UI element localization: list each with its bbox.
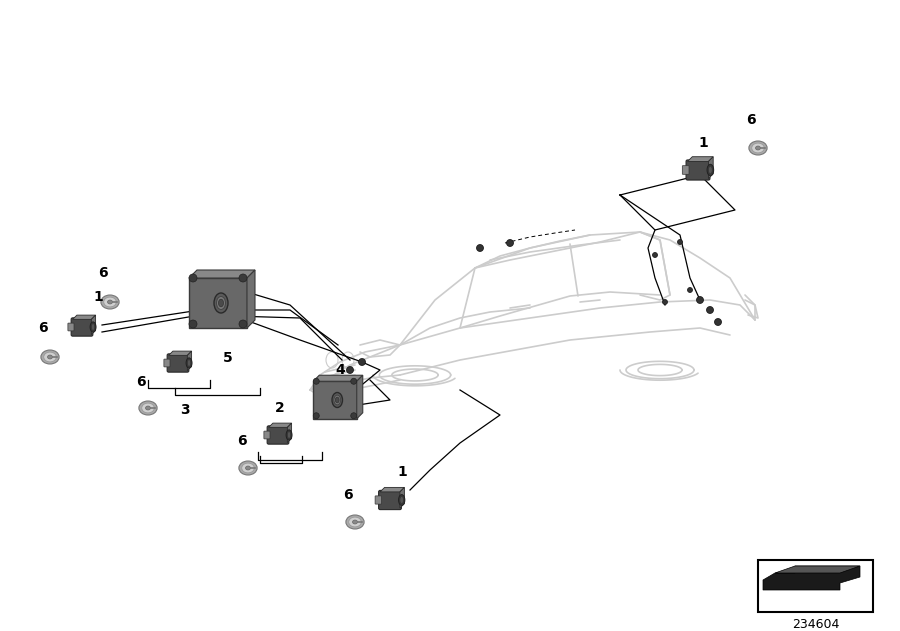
- Circle shape: [239, 274, 247, 282]
- Ellipse shape: [400, 497, 403, 504]
- Circle shape: [476, 244, 483, 252]
- Ellipse shape: [139, 401, 158, 415]
- Circle shape: [715, 319, 722, 326]
- Polygon shape: [380, 487, 404, 492]
- Polygon shape: [168, 351, 192, 355]
- Text: 6: 6: [38, 321, 48, 335]
- Polygon shape: [400, 487, 404, 508]
- Ellipse shape: [146, 406, 150, 410]
- FancyBboxPatch shape: [71, 318, 93, 336]
- Ellipse shape: [186, 358, 192, 368]
- Text: 6: 6: [238, 434, 247, 448]
- Polygon shape: [356, 375, 363, 419]
- Polygon shape: [287, 423, 292, 443]
- Polygon shape: [688, 156, 713, 162]
- Circle shape: [351, 378, 356, 384]
- Polygon shape: [763, 566, 860, 590]
- FancyBboxPatch shape: [264, 431, 270, 439]
- Text: 4: 4: [335, 363, 345, 377]
- Ellipse shape: [287, 432, 291, 439]
- Ellipse shape: [346, 515, 365, 529]
- Circle shape: [678, 240, 682, 244]
- Text: 234604: 234604: [792, 618, 839, 630]
- Text: 6: 6: [136, 375, 146, 389]
- Circle shape: [507, 240, 514, 247]
- Circle shape: [189, 274, 197, 282]
- Ellipse shape: [399, 495, 405, 505]
- Circle shape: [189, 320, 197, 328]
- Bar: [758, 560, 873, 612]
- Text: 3: 3: [180, 403, 190, 417]
- Ellipse shape: [353, 520, 357, 524]
- Ellipse shape: [286, 430, 292, 440]
- Text: 6: 6: [98, 266, 108, 280]
- Text: 2: 2: [275, 401, 285, 415]
- Circle shape: [706, 307, 714, 314]
- Ellipse shape: [187, 360, 191, 367]
- FancyBboxPatch shape: [686, 160, 710, 180]
- Circle shape: [358, 358, 365, 365]
- Circle shape: [239, 320, 247, 328]
- Polygon shape: [189, 278, 247, 328]
- Ellipse shape: [44, 352, 57, 362]
- Ellipse shape: [104, 297, 116, 307]
- Ellipse shape: [752, 143, 764, 153]
- Polygon shape: [92, 315, 95, 334]
- Polygon shape: [313, 375, 363, 381]
- Ellipse shape: [217, 297, 226, 309]
- FancyBboxPatch shape: [68, 323, 74, 331]
- Ellipse shape: [707, 164, 714, 175]
- FancyBboxPatch shape: [682, 166, 689, 174]
- Ellipse shape: [48, 355, 52, 359]
- FancyBboxPatch shape: [375, 496, 382, 504]
- Ellipse shape: [90, 322, 96, 332]
- FancyBboxPatch shape: [167, 354, 189, 372]
- Circle shape: [313, 413, 320, 419]
- Polygon shape: [708, 156, 713, 179]
- FancyBboxPatch shape: [164, 359, 170, 367]
- Ellipse shape: [755, 146, 760, 150]
- Ellipse shape: [336, 397, 339, 403]
- Ellipse shape: [708, 166, 712, 174]
- Ellipse shape: [108, 300, 112, 304]
- Text: 6: 6: [343, 488, 353, 502]
- Circle shape: [346, 367, 354, 374]
- Text: 5: 5: [223, 351, 233, 365]
- FancyBboxPatch shape: [379, 490, 401, 510]
- Circle shape: [697, 297, 704, 304]
- Polygon shape: [187, 351, 192, 370]
- FancyBboxPatch shape: [267, 426, 289, 444]
- Polygon shape: [247, 270, 255, 328]
- Ellipse shape: [40, 350, 59, 364]
- Ellipse shape: [348, 517, 361, 527]
- Text: 1: 1: [397, 465, 407, 479]
- Ellipse shape: [141, 403, 154, 413]
- Ellipse shape: [332, 392, 343, 408]
- Text: 1: 1: [93, 290, 103, 304]
- Ellipse shape: [214, 293, 228, 313]
- Ellipse shape: [238, 461, 257, 475]
- Ellipse shape: [92, 324, 94, 331]
- Circle shape: [662, 300, 668, 305]
- Polygon shape: [73, 315, 95, 319]
- Circle shape: [351, 413, 356, 419]
- Ellipse shape: [749, 141, 767, 155]
- Ellipse shape: [101, 295, 119, 309]
- Ellipse shape: [334, 395, 340, 405]
- Polygon shape: [313, 381, 356, 419]
- Text: 1: 1: [698, 136, 708, 150]
- Ellipse shape: [219, 299, 223, 307]
- Ellipse shape: [242, 463, 255, 473]
- Ellipse shape: [246, 466, 250, 470]
- Polygon shape: [268, 423, 292, 427]
- Polygon shape: [189, 270, 255, 278]
- Polygon shape: [775, 566, 860, 573]
- Circle shape: [652, 252, 658, 257]
- Circle shape: [688, 288, 692, 293]
- Text: 6: 6: [746, 113, 756, 127]
- Circle shape: [313, 378, 320, 384]
